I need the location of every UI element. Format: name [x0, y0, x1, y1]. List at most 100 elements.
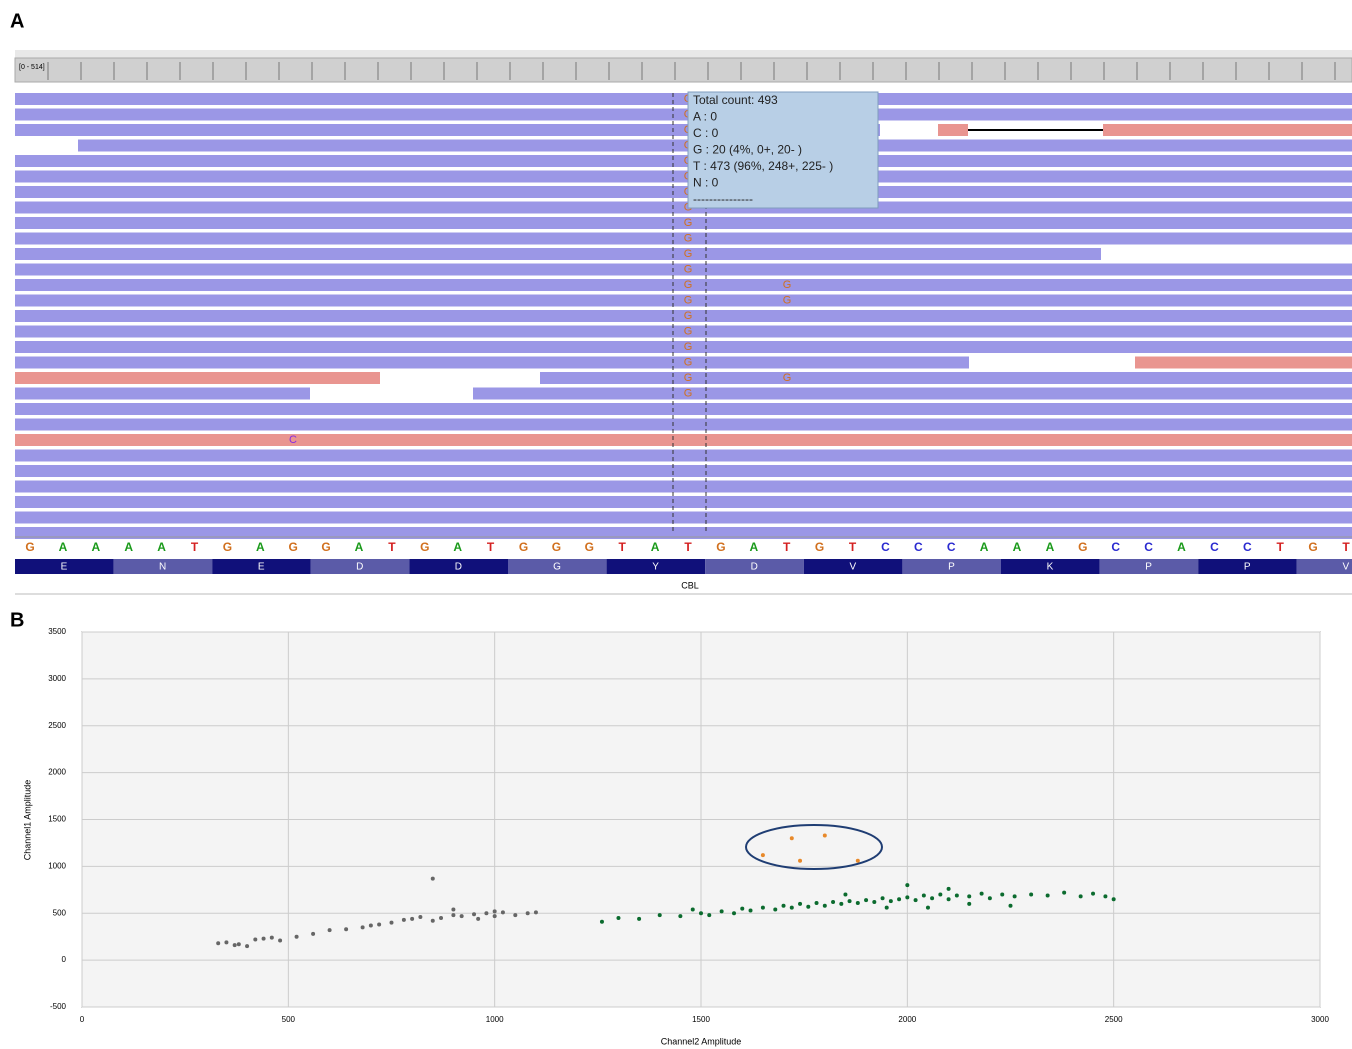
point [1112, 897, 1116, 901]
x-tick-label: 3000 [1311, 1015, 1329, 1024]
amino-acid: P [1145, 562, 1152, 573]
read [15, 496, 1352, 508]
base: T [487, 540, 495, 554]
base: C [947, 540, 956, 554]
read [938, 124, 968, 136]
point [930, 896, 934, 900]
tooltip-line: G : 20 (4%, 0+, 20- ) [693, 143, 802, 157]
point [402, 918, 406, 922]
mismatch-base: G [684, 279, 693, 291]
point [418, 915, 422, 919]
base: A [124, 540, 133, 554]
amino-acid: D [455, 562, 462, 573]
base: C [1111, 540, 1120, 554]
point [369, 923, 373, 927]
point [451, 908, 455, 912]
point [905, 895, 909, 899]
point [1046, 893, 1050, 897]
tooltip-line: N : 0 [693, 176, 719, 190]
point [938, 893, 942, 897]
toolbar [15, 50, 1352, 58]
amino-acid: N [159, 562, 166, 573]
point [658, 913, 662, 917]
y-tick-label: 500 [53, 908, 67, 917]
point [431, 877, 435, 881]
x-tick-label: 2000 [898, 1015, 916, 1024]
read [1103, 124, 1352, 136]
point [460, 914, 464, 918]
point [451, 913, 455, 917]
point [947, 897, 951, 901]
point [526, 911, 530, 915]
point [967, 894, 971, 898]
point [278, 938, 282, 942]
amino-acid: P [948, 562, 955, 573]
mismatch-base: G [684, 325, 693, 337]
point [967, 902, 971, 906]
amino-acid: D [356, 562, 363, 573]
base: A [1046, 540, 1055, 554]
point [616, 916, 620, 920]
point [233, 943, 237, 947]
y-tick-label: 2500 [48, 721, 66, 730]
point [988, 896, 992, 900]
mismatch-base: G [684, 341, 693, 353]
read [15, 403, 1352, 415]
point [922, 893, 926, 897]
base: A [256, 540, 265, 554]
base: T [684, 540, 692, 554]
mismatch-base: G [684, 372, 693, 384]
y-tick-label: 3000 [48, 674, 66, 683]
point [501, 910, 505, 914]
amino-acid: E [258, 562, 265, 573]
point [361, 925, 365, 929]
base: C [1210, 540, 1219, 554]
point [732, 911, 736, 915]
point [1009, 904, 1013, 908]
point [699, 911, 703, 915]
tooltip-line: --------------- [693, 192, 753, 206]
point [856, 859, 860, 863]
point [1103, 894, 1107, 898]
base: T [1277, 540, 1285, 554]
point [472, 912, 476, 916]
tooltip-line: C : 0 [693, 126, 719, 140]
point [864, 898, 868, 902]
base: G [552, 540, 561, 554]
point [1079, 894, 1083, 898]
base: G [25, 540, 34, 554]
point [328, 928, 332, 932]
point [761, 853, 765, 857]
point [513, 913, 517, 917]
y-tick-label: 1000 [48, 861, 66, 870]
point [881, 896, 885, 900]
point [1091, 892, 1095, 896]
point [691, 908, 695, 912]
base: A [1177, 540, 1186, 554]
base: A [91, 540, 100, 554]
mismatch-base: G [684, 387, 693, 399]
point [790, 836, 794, 840]
point [493, 914, 497, 918]
read [473, 388, 1352, 400]
base: A [59, 540, 68, 554]
base: A [980, 540, 989, 554]
base: G [585, 540, 594, 554]
base: C [914, 540, 923, 554]
mismatch-base: G [684, 232, 693, 244]
base: T [849, 540, 857, 554]
point [839, 902, 843, 906]
point [798, 902, 802, 906]
base: G [420, 540, 429, 554]
point [534, 910, 538, 914]
tooltip-line: T : 473 (96%, 248+, 225- ) [693, 159, 833, 173]
mismatch-base: G [684, 217, 693, 229]
gene-name: CBL [681, 580, 699, 590]
point [245, 944, 249, 948]
x-axis-label: Channel2 Amplitude [661, 1036, 742, 1046]
point [872, 900, 876, 904]
amino-acid: Y [652, 562, 659, 573]
x-tick-label: 2500 [1105, 1015, 1123, 1024]
